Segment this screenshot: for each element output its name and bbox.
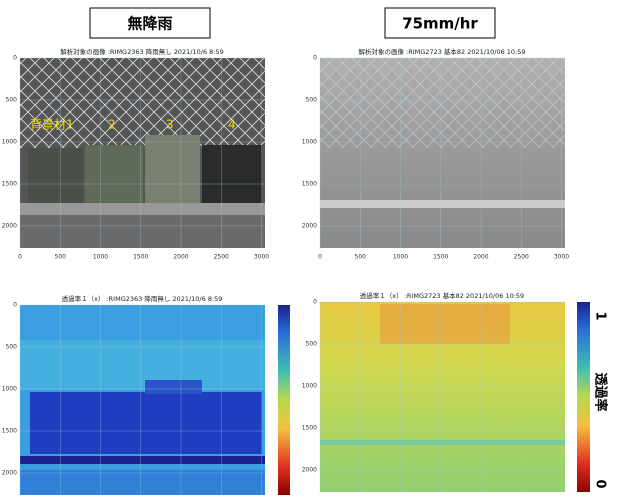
y-tick-label: 1000: [302, 383, 317, 390]
colorbar: [577, 302, 590, 492]
header: 無降雨: [127, 15, 172, 33]
photo: [20, 58, 265, 248]
colorbar-title: 透過率: [593, 372, 609, 411]
x-tick-label: 2000: [173, 254, 188, 261]
panel-title: 透過率１（x） :RIMG2723 基本82 2021/10/06 10:59: [360, 291, 524, 300]
x-tick-label: 0: [318, 254, 322, 261]
y-tick-label: 0: [13, 302, 17, 309]
y-tick-label: 1000: [302, 139, 317, 146]
x-tick-label: 1000: [393, 254, 408, 261]
y-tick-label: 2000: [2, 470, 17, 477]
y-tick-label: 1500: [2, 428, 17, 435]
y-tick-label: 2000: [2, 223, 17, 230]
panel-title: 解析対象の画像 :RIMG2363 降雨無し 2021/10/6 8:59: [60, 47, 224, 56]
x-tick-label: 1000: [93, 254, 108, 261]
y-tick-label: 1500: [2, 181, 17, 188]
y-tick-label: 500: [6, 97, 18, 104]
colorbar: [278, 305, 290, 495]
y-tick-label: 0: [313, 55, 317, 62]
material-label: 2: [108, 118, 116, 132]
colorbar-min: 0: [593, 479, 608, 488]
panel-title: 透過率１（x） :RIMG2363 降雨無し 2021/10/6 8:59: [62, 294, 223, 303]
colorbar-max: 1: [593, 311, 608, 320]
header: 75mm/hr: [402, 15, 478, 33]
y-tick-label: 1000: [2, 139, 17, 146]
x-tick-label: 2000: [473, 254, 488, 261]
photo: [320, 58, 565, 248]
heatmap: [20, 305, 265, 495]
y-tick-label: 1500: [302, 425, 317, 432]
x-tick-label: 500: [355, 254, 367, 261]
material-label: 背景材1: [30, 118, 74, 132]
x-tick-label: 2500: [514, 254, 529, 261]
x-tick-label: 500: [55, 254, 67, 261]
heatmap: [320, 302, 565, 492]
y-tick-label: 500: [6, 344, 18, 351]
panel-title: 解析対象の画像 :RIMG2723 基本82 2021/10/06 10:59: [358, 47, 525, 56]
y-tick-label: 0: [313, 299, 317, 306]
y-tick-label: 0: [13, 55, 17, 62]
x-tick-label: 0: [18, 254, 22, 261]
material-label: 3: [166, 118, 174, 132]
x-tick-label: 1500: [433, 254, 448, 261]
material-label: 4: [228, 118, 236, 132]
y-tick-label: 500: [306, 341, 318, 348]
y-tick-label: 2000: [302, 223, 317, 230]
y-tick-label: 1000: [2, 386, 17, 393]
figure: 無降雨 75mm/hr 背景材1 2 3 4 1 透過率 0 解析対象の: [0, 0, 620, 497]
x-tick-label: 1500: [133, 254, 148, 261]
x-tick-label: 3000: [254, 254, 269, 261]
y-tick-label: 2000: [302, 467, 317, 474]
y-tick-label: 1500: [302, 181, 317, 188]
y-tick-label: 500: [306, 97, 318, 104]
x-tick-label: 3000: [554, 254, 569, 261]
x-tick-label: 2500: [214, 254, 229, 261]
